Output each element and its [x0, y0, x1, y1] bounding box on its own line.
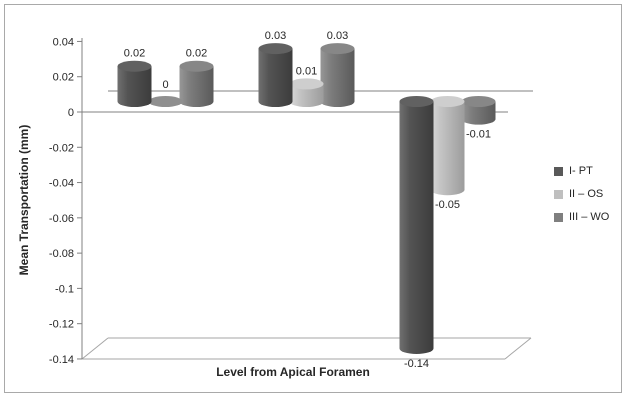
y-tick-label: -0.06: [49, 213, 74, 225]
legend-item-ii-os: II – OS: [554, 189, 609, 200]
y-tick-label: 0.02: [53, 72, 74, 84]
bar-cylinder-top: [289, 78, 324, 90]
legend-label-ii-os: II – OS: [569, 188, 604, 200]
y-axis-title: Mean Transportation (mm): [17, 125, 31, 276]
legend-item-iii-wo: III – WO: [554, 212, 609, 223]
data-label: 0.03: [327, 30, 348, 42]
bar-cylinder-body: [320, 48, 355, 102]
data-label: 0.02: [124, 48, 145, 60]
bar-cylinder-top: [399, 96, 434, 107]
bar-cylinder-top: [320, 43, 355, 55]
data-label: -0.01: [466, 129, 491, 141]
legend-item-i-pt: I- PT: [554, 166, 609, 177]
legend-swatch-i-pt: [554, 167, 563, 176]
legend-label-i-pt: I- PT: [569, 165, 593, 177]
data-label: 0.03: [265, 30, 286, 42]
floor-right-edge: [504, 337, 532, 360]
bar-cylinder-zero: [148, 96, 183, 107]
y-tick-label: -0.1: [55, 283, 74, 295]
x-axis-title: Level from Apical Foramen: [216, 365, 370, 379]
legend-swatch-ii-os: [554, 190, 563, 199]
y-tick-label: 0: [68, 107, 74, 119]
bar-cylinder-top: [117, 60, 152, 72]
bar-cylinder-top: [179, 60, 214, 72]
bar-cylinder-body: [399, 101, 434, 349]
chart-border: [4, 4, 622, 393]
bar-cylinder-top: [258, 43, 293, 55]
bar-cylinder-top: [430, 96, 465, 107]
data-label: 0: [162, 79, 168, 91]
y-tick-label: 0.04: [53, 36, 74, 48]
bar-cylinder-top: [461, 96, 496, 107]
y-tick-label: -0.14: [49, 354, 74, 366]
bar-cylinder-body: [179, 66, 214, 102]
chart-legend: I- PT II – OS III – WO: [554, 166, 609, 223]
data-label: 0.02: [186, 48, 207, 60]
y-tick-label: -0.08: [49, 248, 74, 260]
y-tick-label: -0.02: [49, 142, 74, 154]
bar-cylinder-body: [430, 101, 465, 190]
data-label: -0.14: [404, 358, 429, 370]
data-label: -0.05: [435, 199, 460, 211]
floor-left-edge: [81, 337, 109, 360]
y-tick-label: -0.12: [49, 319, 74, 331]
bar-cylinder-body: [117, 66, 152, 102]
data-label: 0.01: [296, 65, 317, 77]
legend-swatch-iii-wo: [554, 213, 563, 222]
legend-label-iii-wo: III – WO: [569, 211, 610, 223]
bar-cylinder-body: [258, 48, 293, 102]
y-tick-label: -0.04: [49, 178, 74, 190]
